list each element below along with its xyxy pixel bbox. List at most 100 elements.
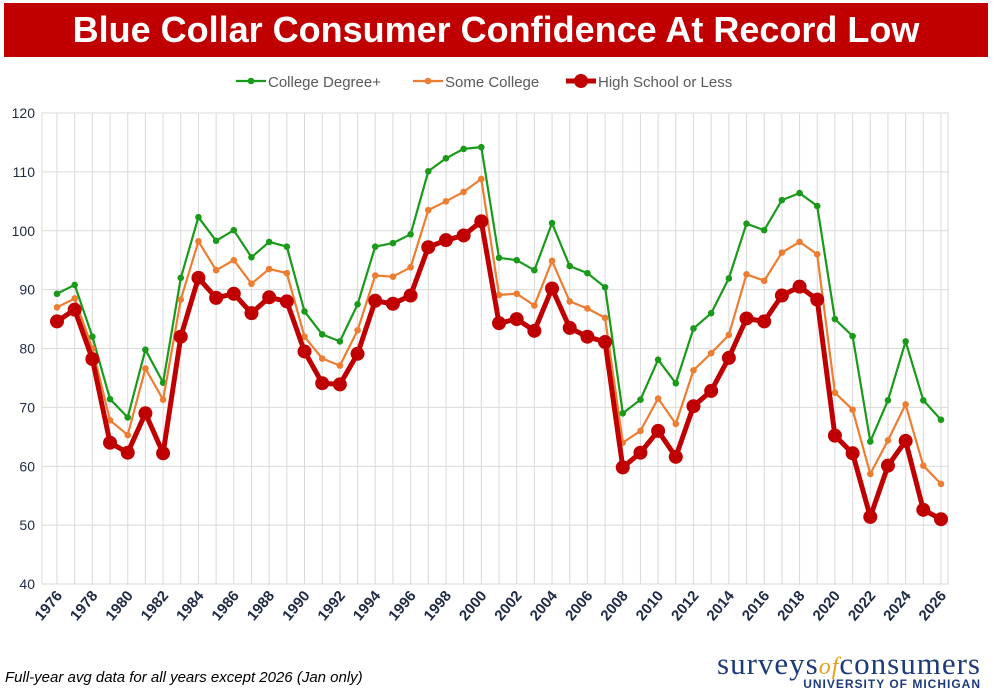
data-point [371,272,379,279]
data-point [884,397,892,404]
data-point [89,333,96,341]
y-tick-label: 60 [19,458,35,474]
data-point [265,265,273,273]
data-point [880,458,895,473]
data-point [421,240,436,255]
data-point [584,269,591,277]
data-point [725,331,733,339]
data-point [619,409,627,417]
x-tick-label: 1988 [244,588,278,624]
data-point [191,270,206,285]
data-point [934,512,948,527]
data-point [301,333,308,341]
data-point [509,312,524,327]
footnote: Full-year avg data for all years except … [5,669,363,686]
data-point [863,509,878,524]
data-point [849,406,856,414]
x-tick-label: 1982 [138,588,172,624]
logo-word-consumers: consumers [839,646,981,681]
y-tick-label: 80 [19,341,35,357]
x-tick-label: 1978 [67,588,101,624]
data-point [884,437,892,444]
data-point [318,331,326,338]
data-point [531,266,538,274]
data-point [106,417,114,424]
x-tick-label: 1994 [350,587,385,624]
data-point [760,226,768,234]
data-point [297,344,312,359]
data-point [654,395,662,402]
data-point [336,338,344,345]
x-tick-label: 2022 [845,588,879,624]
data-point [902,401,909,408]
x-tick-label: 1996 [385,588,419,624]
data-point [831,389,839,396]
data-point [456,228,471,243]
data-point [810,292,825,307]
data-point [71,281,78,289]
data-point [301,308,308,315]
data-point [774,288,789,303]
data-point [778,249,786,256]
data-point [424,167,432,175]
data-point [690,366,697,374]
legend-swatch-marker [424,77,432,85]
series-college-degree- [53,143,945,445]
legend-swatch-marker [247,77,255,85]
data-point [920,397,927,404]
data-point [85,352,100,367]
x-tick-label: 2020 [810,588,844,624]
legend: College Degree+ Some College High School o… [236,74,732,91]
data-point [53,303,61,311]
data-point [739,311,754,326]
x-tick-label: 2018 [774,588,808,624]
data-point [796,189,803,197]
data-point [336,362,344,369]
data-point [407,263,414,271]
data-point [637,396,644,404]
x-tick-label: 2010 [633,588,667,624]
y-tick-label: 70 [19,399,35,415]
data-point [866,470,874,478]
data-point [195,213,202,221]
data-point [283,243,291,250]
data-point [920,462,927,469]
logo-word-surveys: surveys [717,646,819,681]
data-point [262,290,277,305]
data-point [230,226,238,234]
data-point [50,314,64,329]
data-point [937,416,945,424]
data-point [350,346,365,361]
data-point [707,349,715,357]
data-point [403,288,418,303]
data-point [495,291,503,299]
data-point [120,445,135,460]
legend-label: Some College [445,74,539,91]
source-logo: surveysofconsumers UNIVERSITY OF MICHIGA… [663,646,981,694]
x-tick-label: 2008 [597,588,631,624]
data-point [195,238,202,245]
logo-university: UNIVERSITY OF MICHIGAN [803,677,981,691]
data-point [212,237,220,245]
data-point [566,298,574,305]
data-point [704,383,719,398]
legend-swatch-marker [574,74,588,88]
data-point [813,202,821,210]
data-point [371,243,379,250]
data-point [492,316,506,331]
x-tick-label: 1986 [208,588,242,624]
logo-word-of: of [818,654,840,680]
data-point [598,335,613,350]
data-point [209,290,224,305]
data-point [407,230,414,238]
x-tick-label: 2016 [739,588,773,624]
legend-item: Some College [413,74,539,91]
data-point [898,433,913,448]
data-point [601,283,609,291]
data-point [615,460,630,475]
data-point [721,350,736,365]
x-tick-label: 1990 [279,588,313,624]
data-point [580,329,595,344]
data-point [916,502,931,517]
data-point [743,220,750,227]
